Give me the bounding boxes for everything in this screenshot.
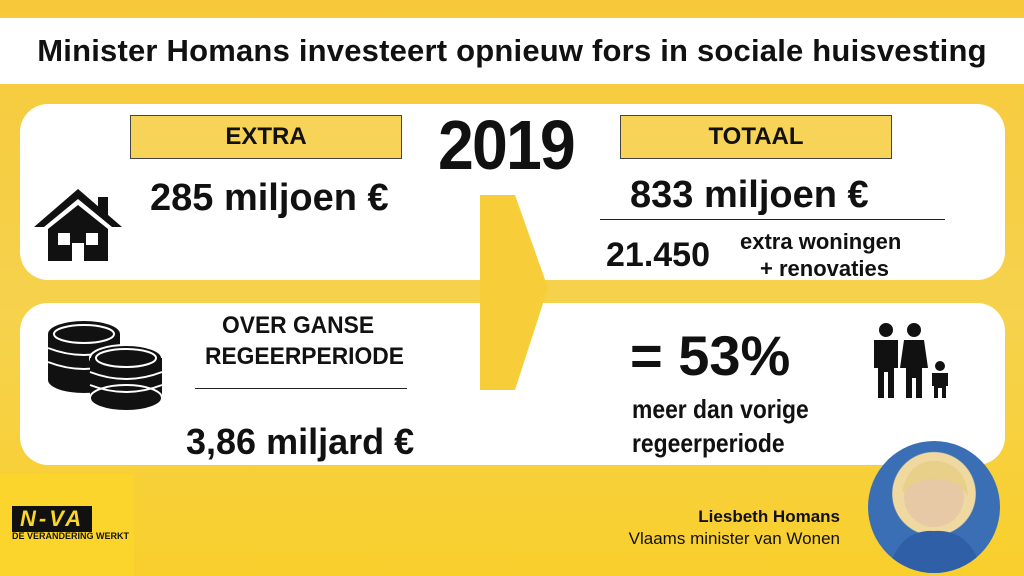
party-logo: N-VA xyxy=(12,506,93,532)
extra-amount: 285 miljoen € xyxy=(150,177,389,219)
party-tagline: DE VERANDERING WERKT xyxy=(12,531,130,541)
increase-percent: = 53% xyxy=(630,324,791,387)
totaal-count: 21.450 xyxy=(606,236,710,274)
person-name: Liesbeth Homans xyxy=(698,507,840,526)
period-amount: 3,86 miljard € xyxy=(186,421,415,462)
person-portrait xyxy=(868,441,1000,573)
house-icon xyxy=(34,189,122,261)
year: 2019 xyxy=(438,106,576,184)
title-bar: Minister Homans investeert opnieuw fors … xyxy=(0,18,1024,84)
increase-text-2: regeerperiode xyxy=(632,428,785,458)
coins-icon xyxy=(47,321,163,412)
totaal-count-label-1: extra woningen xyxy=(740,229,902,254)
divider-bottom xyxy=(195,388,407,389)
period-label-2: REGEERPERIODE xyxy=(205,343,404,370)
increase-text-1: meer dan vorige xyxy=(632,394,809,424)
family-icon xyxy=(874,323,948,398)
totaal-label: TOTAAL xyxy=(620,115,892,159)
period-label-1: OVER GANSE xyxy=(222,312,375,339)
person-role: Vlaams minister van Wonen xyxy=(628,529,840,548)
extra-label: EXTRA xyxy=(130,115,402,159)
totaal-amount: 833 miljoen € xyxy=(630,174,869,216)
totaal-count-label-2: + renovaties xyxy=(760,256,890,281)
bottom-panel xyxy=(20,303,1005,465)
page-title: Minister Homans investeert opnieuw fors … xyxy=(37,33,987,68)
divider-top xyxy=(600,219,945,220)
